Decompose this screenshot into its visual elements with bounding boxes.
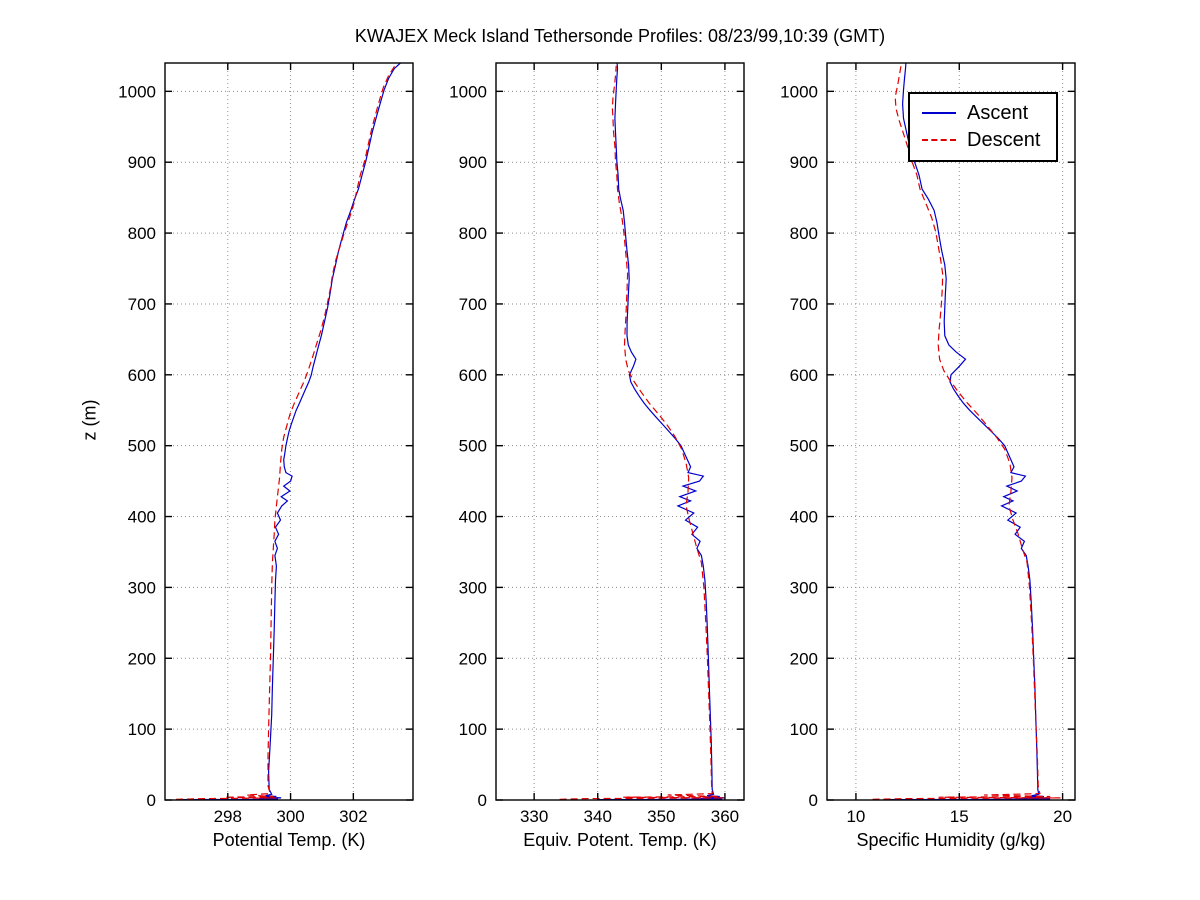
y-tick-label: 300 bbox=[459, 578, 487, 597]
x-tick-label: 360 bbox=[711, 807, 739, 826]
y-tick-label: 200 bbox=[128, 649, 156, 668]
y-tick-label: 0 bbox=[147, 791, 156, 810]
y-tick-label: 500 bbox=[790, 437, 818, 456]
y-tick-label: 700 bbox=[790, 295, 818, 314]
y-tick-label: 300 bbox=[128, 578, 156, 597]
y-tick-label: 700 bbox=[459, 295, 487, 314]
x-tick-label: 10 bbox=[846, 807, 865, 826]
y-tick-label: 800 bbox=[790, 224, 818, 243]
axes-box-panel-1 bbox=[495, 62, 745, 801]
legend-label-ascent: Ascent bbox=[967, 102, 1029, 124]
ascent-profile-q bbox=[888, 62, 1051, 801]
axes-box-panel-0 bbox=[164, 62, 414, 801]
y-tick-label: 900 bbox=[790, 153, 818, 172]
descent-profile-q bbox=[872, 65, 1061, 800]
y-tick-label: 900 bbox=[459, 153, 487, 172]
y-tick-label: 400 bbox=[790, 508, 818, 527]
y-tick-label: 1000 bbox=[780, 82, 818, 101]
x-tick-label: 350 bbox=[647, 807, 675, 826]
y-tick-label: 800 bbox=[128, 224, 156, 243]
x-tick-label: 300 bbox=[276, 807, 304, 826]
x-axis-label-specific-humidity: Specific Humidity (g/kg) bbox=[856, 830, 1046, 850]
axes-box-panel-2 bbox=[826, 62, 1076, 801]
descent-profile-theta bbox=[175, 65, 396, 800]
y-tick-label: 100 bbox=[128, 720, 156, 739]
y-tick-label: 400 bbox=[128, 508, 156, 527]
x-axis-label-equiv-potent-temp: Equiv. Potent. Temp. (K) bbox=[523, 830, 717, 850]
y-tick-label: 900 bbox=[128, 153, 156, 172]
ascent-line-sample bbox=[922, 112, 956, 114]
descent-line-sample bbox=[922, 139, 956, 141]
y-tick-label: 1000 bbox=[449, 82, 487, 101]
x-tick-label: 20 bbox=[1053, 807, 1072, 826]
y-tick-label: 0 bbox=[478, 791, 487, 810]
y-tick-label: 300 bbox=[790, 578, 818, 597]
x-tick-label: 298 bbox=[214, 807, 242, 826]
y-tick-label: 700 bbox=[128, 295, 156, 314]
y-tick-label: 200 bbox=[790, 649, 818, 668]
descent-profile-thetae bbox=[559, 65, 724, 800]
x-tick-label: 302 bbox=[339, 807, 367, 826]
legend: Ascent Descent bbox=[908, 92, 1058, 162]
y-tick-label: 600 bbox=[459, 366, 487, 385]
legend-row-ascent: Ascent bbox=[922, 103, 1046, 123]
y-tick-label: 100 bbox=[459, 720, 487, 739]
y-tick-label: 0 bbox=[809, 791, 818, 810]
ascent-profile-theta bbox=[177, 62, 401, 801]
x-tick-label: 330 bbox=[520, 807, 548, 826]
y-tick-label: 500 bbox=[459, 437, 487, 456]
x-tick-label: 15 bbox=[950, 807, 969, 826]
y-tick-label: 1000 bbox=[118, 82, 156, 101]
y-tick-label: 200 bbox=[459, 649, 487, 668]
y-tick-label: 600 bbox=[128, 366, 156, 385]
y-tick-label: 800 bbox=[459, 224, 487, 243]
legend-row-descent: Descent bbox=[922, 130, 1046, 150]
legend-label-descent: Descent bbox=[967, 129, 1041, 151]
ascent-profile-thetae bbox=[597, 62, 725, 801]
y-tick-label: 400 bbox=[459, 508, 487, 527]
x-tick-label: 340 bbox=[584, 807, 612, 826]
chart-title: KWAJEX Meck Island Tethersonde Profiles:… bbox=[354, 26, 886, 46]
y-tick-label: 600 bbox=[790, 366, 818, 385]
x-axis-label-potential-temp: Potential Temp. (K) bbox=[212, 830, 366, 850]
y-tick-label: 500 bbox=[128, 437, 156, 456]
y-tick-label: 100 bbox=[790, 720, 818, 739]
